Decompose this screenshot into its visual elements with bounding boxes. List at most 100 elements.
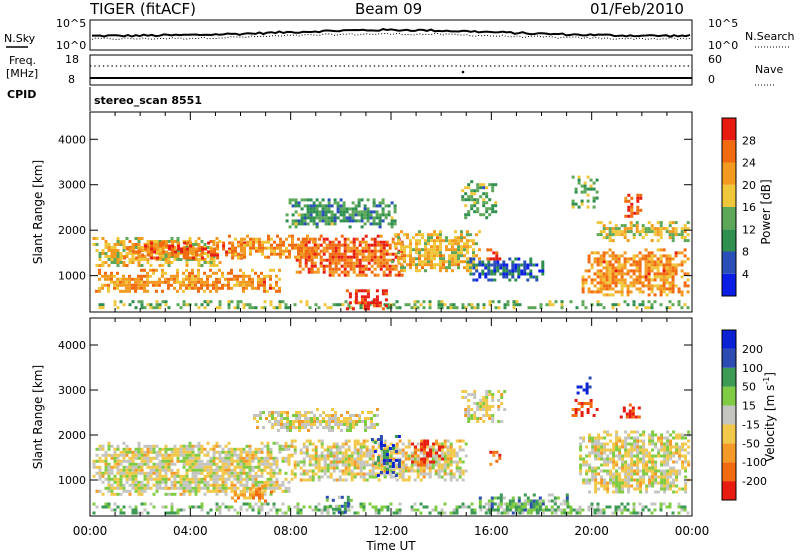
echo-region-13 — [624, 193, 643, 218]
nave-tick-top: 60 — [708, 53, 722, 66]
echo-region-5 — [345, 289, 388, 311]
xtick-label-6: 00:00 — [675, 524, 710, 538]
ytick-label-0: 1000 — [58, 270, 86, 283]
power-heatmap — [92, 175, 690, 311]
echo-region-0 — [92, 502, 690, 515]
freq-tick-bottom: 8 — [68, 73, 75, 86]
echo-region-11 — [619, 403, 641, 419]
colorbar-swatch-5 — [722, 162, 736, 185]
power-cbar-tick-4: 20 — [742, 179, 756, 192]
ytick-label-1: 2000 — [58, 224, 86, 237]
colorbar-frame — [721, 117, 737, 297]
nsky-panel — [89, 19, 693, 51]
velocity-cbar-tick-6: -100 — [742, 456, 767, 469]
colorbar-swatch-1 — [722, 251, 736, 274]
time-axis-labels: 00:00 04:00 08:00 12:00 16:00 20:00 00:00 — [73, 524, 710, 538]
velocity-cbar-tick-4: -15 — [742, 418, 760, 431]
power-axes: 1000 2000 3000 4000 — [58, 112, 693, 312]
echo-region-4 — [325, 495, 353, 514]
xtick-label-1: 04:00 — [173, 524, 208, 538]
echo-region-11 — [581, 248, 690, 297]
colorbar-swatch-7 — [722, 118, 736, 141]
power-cbar-tick-1: 8 — [742, 246, 749, 259]
echo-region-7 — [489, 450, 502, 466]
colorbar-swatch-6 — [722, 367, 736, 387]
colorbar-swatch-4 — [722, 405, 736, 425]
xtick-label-4: 16:00 — [474, 524, 509, 538]
colorbar-swatch-6 — [722, 140, 736, 163]
power-cbar-tick-2: 12 — [742, 223, 756, 236]
echo-region-9 — [576, 376, 592, 395]
velocity-cbar-tick-5: -50 — [742, 437, 760, 450]
nave-label: Nave — [755, 63, 783, 76]
colorbar-swatch-3 — [722, 424, 736, 444]
beam-title: Beam 09 — [355, 0, 422, 18]
cpid-label: CPID — [7, 88, 36, 101]
ytick-label-3: 4000 — [58, 133, 86, 146]
velocity-cbar-tick-0: 200 — [742, 343, 763, 356]
echo-region-0 — [98, 300, 690, 310]
colorbar-swatch-0 — [722, 481, 736, 500]
echo-region-14 — [571, 175, 599, 209]
echo-region-15 — [95, 268, 281, 293]
xtick-label-2: 08:00 — [273, 524, 308, 538]
velocity-colorbar-label-sup: -1 — [762, 377, 771, 385]
colorbar-swatch-2 — [722, 229, 736, 252]
nsky-label: N.Sky — [4, 32, 36, 45]
echo-region-7 — [285, 198, 397, 229]
velocity-heatmap — [92, 376, 691, 515]
colorbar-swatch-8 — [722, 330, 736, 349]
echo-region-6 — [411, 439, 445, 467]
colorbar-swatch-1 — [722, 462, 736, 482]
colorbar-swatch-3 — [722, 207, 736, 230]
echo-region-8 — [461, 180, 498, 220]
velocity-cbar-tick-3: 15 — [742, 400, 756, 413]
nsky-tick-bottom: 10^0 — [56, 39, 86, 52]
ytick-label-1: 2000 — [58, 429, 86, 442]
echo-region-8 — [478, 493, 569, 515]
nsearch-trace — [91, 32, 691, 41]
colorbar-frame — [721, 329, 737, 501]
freq-label-1: Freq. — [9, 54, 36, 67]
colorbar-swatch-7 — [722, 348, 736, 368]
ytick-label-0: 1000 — [58, 474, 86, 487]
power-cbar-tick-6: 28 — [742, 134, 756, 147]
ytick-label-2: 3000 — [58, 179, 86, 192]
nave-tick-bottom: 0 — [708, 73, 715, 86]
velocity-ylabel: Slant Range [km] — [31, 365, 45, 469]
power-cbar-tick-3: 16 — [742, 201, 756, 214]
nave-spike — [461, 70, 465, 74]
power-ylabel: Slant Range [km] — [31, 160, 45, 264]
xtick-label-0: 00:00 — [73, 524, 108, 538]
power-colorbar: 4 8 12 16 20 24 28 — [721, 117, 756, 297]
colorbar-swatch-2 — [722, 443, 736, 463]
velocity-colorbar: 200 100 50 15 -15 -50 -100 -200 — [721, 329, 767, 501]
velocity-cbar-tick-1: 100 — [742, 362, 763, 375]
velocity-axes: 1000 2000 3000 4000 — [58, 318, 693, 516]
nsearch-label: N.Search — [745, 30, 795, 43]
echo-region-10 — [486, 248, 502, 261]
velocity-cbar-tick-7: -200 — [742, 475, 767, 488]
nsky-tick-top: 10^5 — [56, 17, 86, 30]
echo-region-6 — [391, 230, 481, 273]
nsearch-tick-bottom: 10^0 — [708, 39, 738, 52]
ytick-label-2: 3000 — [58, 384, 86, 397]
date-title: 01/Feb/2010 — [590, 0, 684, 18]
xlabel: Time UT — [365, 539, 416, 553]
echo-region-14 — [461, 390, 507, 423]
power-colorbar-label: Power [dB] — [759, 179, 773, 244]
ytick-label-3: 4000 — [58, 339, 86, 352]
freq-label-2: [MHz] — [6, 67, 38, 80]
echo-region-10 — [571, 399, 599, 417]
echo-region-4 — [295, 234, 404, 277]
radar-title: TIGER (fitACF) — [89, 0, 196, 18]
velocity-colorbar-label-end: ] — [763, 372, 777, 377]
echo-region-1 — [92, 441, 294, 496]
freq-tick-top: 18 — [65, 53, 79, 66]
velocity-colorbar-label-main: Velocity [m s — [763, 385, 777, 462]
xtick-label-5: 20:00 — [574, 524, 609, 538]
colorbar-swatch-5 — [722, 386, 736, 406]
velocity-cbar-tick-2: 50 — [742, 381, 756, 394]
cpid-mode: stereo_scan 8551 — [94, 94, 202, 107]
echo-region-12 — [579, 430, 691, 494]
